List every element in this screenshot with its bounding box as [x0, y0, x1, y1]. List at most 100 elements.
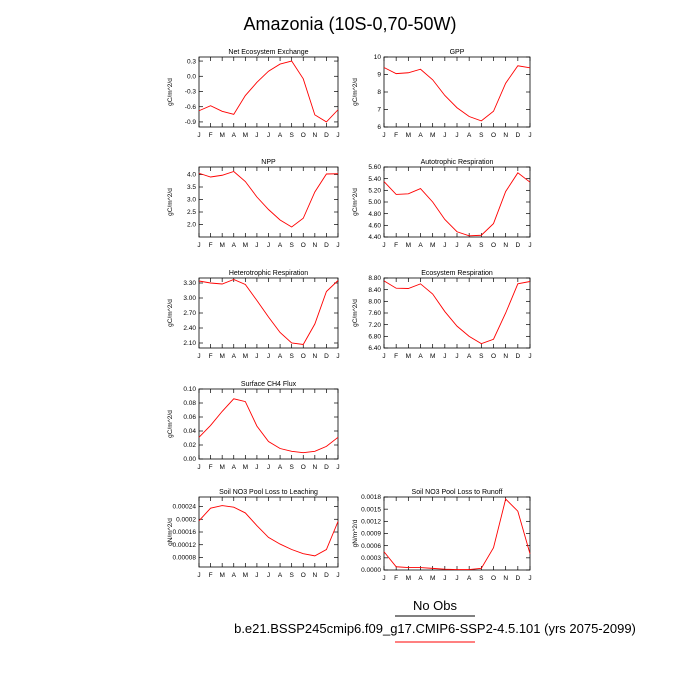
y-tick-label: 8.40 — [368, 287, 381, 294]
x-tick-label: D — [324, 464, 329, 471]
y-tick-label: 7 — [377, 107, 381, 114]
x-tick-label: A — [418, 242, 423, 249]
y-tick-label: 3.30 — [183, 280, 196, 287]
panel-title: Net Ecosystem Exchange — [228, 49, 308, 56]
x-tick-label: M — [219, 572, 224, 579]
x-tick-label: D — [515, 132, 520, 139]
x-tick-label: J — [443, 132, 446, 139]
x-tick-label: J — [336, 242, 339, 249]
x-tick-label: J — [336, 464, 339, 471]
x-tick-label: A — [232, 353, 237, 360]
plot-frame — [198, 388, 339, 460]
x-tick-label: J — [528, 353, 531, 360]
y-tick-label: 0.10 — [183, 386, 196, 393]
x-tick-label: A — [467, 132, 472, 139]
x-tick-label: S — [479, 353, 484, 360]
x-tick-label: O — [491, 353, 496, 360]
x-tick-label: M — [219, 353, 224, 360]
x-tick-label: F — [209, 464, 213, 471]
x-tick-label: F — [209, 132, 213, 139]
x-tick-label: J — [255, 242, 258, 249]
x-tick-label: J — [267, 242, 270, 249]
x-tick-label: J — [455, 353, 458, 360]
y-tick-label: 0.0009 — [361, 531, 381, 538]
y-tick-label: 0.00012 — [173, 542, 197, 549]
x-tick-label: A — [232, 464, 237, 471]
y-axis-label: gC/m^2/d — [352, 299, 359, 327]
x-tick-label: D — [324, 572, 329, 579]
y-tick-label: 0.0 — [187, 73, 196, 80]
x-tick-label: F — [394, 242, 398, 249]
y-tick-label: 7.20 — [368, 322, 381, 329]
legend-model-label: b.e21.BSSP245cmip6.f09_g17.CMIP6-SSP2-4.… — [234, 621, 636, 636]
x-tick-label: S — [479, 575, 484, 582]
x-tick-label: A — [467, 575, 472, 582]
y-tick-label: 6.80 — [368, 334, 381, 341]
panel-title: GPP — [450, 49, 465, 56]
chart-panel: Soil NO3 Pool Loss to Runoff 0.0000 0.0003… — [352, 489, 532, 582]
chart-panel: Soil NO3 Pool Loss to Leaching 0.00008 0.0… — [167, 489, 340, 579]
x-tick-label: N — [503, 132, 508, 139]
x-tick-label: F — [394, 353, 398, 360]
x-tick-label: S — [479, 242, 484, 249]
x-tick-label: N — [312, 572, 317, 579]
x-tick-label: J — [528, 575, 531, 582]
y-tick-label: 5.20 — [368, 188, 381, 195]
y-tick-label: 4.40 — [368, 234, 381, 241]
x-tick-label: N — [312, 464, 317, 471]
panel-title: Surface CH4 Flux — [241, 381, 297, 388]
x-tick-label: J — [197, 572, 200, 579]
x-tick-label: J — [267, 572, 270, 579]
series-line — [198, 505, 339, 557]
series-line — [383, 65, 531, 122]
x-tick-label: J — [382, 132, 385, 139]
x-tick-label: A — [278, 464, 283, 471]
chart-panels: Net Ecosystem Exchange -0.9 -0.6 -0.3 0.0 0.3… — [167, 49, 532, 582]
x-tick-label: J — [455, 242, 458, 249]
y-tick-label: 0.0002 — [176, 516, 196, 523]
x-tick-label: J — [255, 464, 258, 471]
x-tick-label: J — [455, 132, 458, 139]
x-tick-label: J — [336, 132, 339, 139]
x-tick-label: O — [491, 242, 496, 249]
x-tick-label: A — [278, 572, 283, 579]
x-tick-label: J — [197, 242, 200, 249]
plot-frame — [198, 166, 339, 238]
x-tick-label: J — [336, 353, 339, 360]
y-tick-label: 6 — [377, 124, 381, 131]
chart-panel: Autotrophic Respiration 4.40 4.60 4.80 5.00 5… — [352, 159, 532, 249]
series-line — [383, 172, 531, 237]
y-tick-label: -0.6 — [185, 104, 197, 111]
x-tick-label: O — [491, 575, 496, 582]
x-tick-label: M — [430, 353, 435, 360]
y-axis-label: gC/m^2/d — [167, 188, 174, 216]
y-tick-label: 0.00008 — [173, 555, 197, 562]
series-line — [198, 398, 339, 454]
x-tick-label: M — [219, 242, 224, 249]
y-axis-label: gN/m^2/d — [167, 518, 174, 546]
x-tick-label: M — [430, 242, 435, 249]
series-line — [198, 279, 339, 345]
x-tick-label: J — [382, 575, 385, 582]
x-tick-label: S — [289, 132, 294, 139]
x-tick-label: M — [406, 353, 411, 360]
x-tick-label: M — [243, 464, 248, 471]
x-tick-label: M — [219, 464, 224, 471]
series-line — [198, 170, 339, 228]
x-tick-label: A — [278, 242, 283, 249]
x-tick-label: F — [209, 572, 213, 579]
x-tick-label: F — [209, 353, 213, 360]
panel-title: Ecosystem Respiration — [421, 270, 493, 277]
x-tick-label: M — [406, 132, 411, 139]
y-tick-label: 4.60 — [368, 223, 381, 230]
y-tick-label: -0.9 — [185, 119, 197, 126]
plot-frame — [198, 277, 339, 349]
x-tick-label: N — [312, 353, 317, 360]
x-tick-label: D — [324, 132, 329, 139]
x-tick-label: O — [301, 132, 306, 139]
series-line — [198, 60, 339, 123]
plot-frame — [383, 56, 531, 128]
y-tick-label: 0.00016 — [173, 529, 197, 536]
